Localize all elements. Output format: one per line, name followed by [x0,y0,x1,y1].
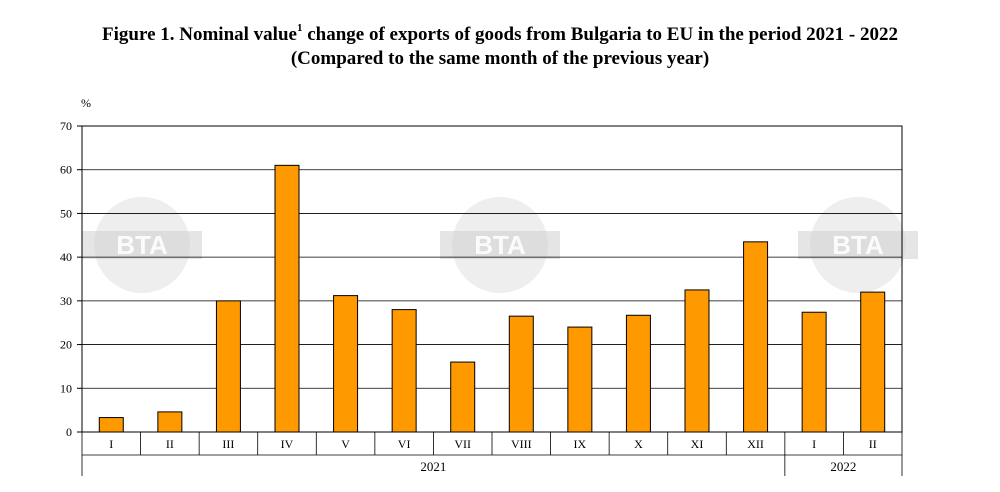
y-tick-label: 0 [66,425,72,439]
y-axis-label: % [81,96,91,110]
x-tick-label: VI [398,437,411,451]
chart-subtitle: (Compared to the same month of the previ… [290,48,710,69]
year-label: 2021 [420,459,446,474]
x-tick-label: VII [454,437,471,451]
x-tick-label: I [109,437,113,451]
x-tick-label: VIII [511,437,532,451]
watermark-band [440,231,560,259]
watermark-text: BTA [832,230,884,260]
y-tick-label: 30 [60,294,72,308]
bar-13 [801,311,827,433]
bar-12 [743,241,769,433]
bar-2 [157,411,183,433]
y-tick-label: 60 [60,163,72,177]
x-tick-label: V [341,437,350,451]
x-tick-label: IX [574,437,587,451]
x-tick-label: II [869,437,877,451]
bar-6 [391,309,417,433]
x-tick-label: XI [691,437,704,451]
bar-11 [684,289,710,433]
bar-7 [450,361,476,433]
chart-title-suffix: change of exports of goods from Bulgaria… [302,24,898,45]
bar-4 [274,164,300,433]
bar-14 [860,291,886,433]
x-tick-label: XII [747,437,764,451]
y-tick-label: 40 [60,250,72,264]
bar-8 [508,315,534,433]
chart-title-prefix: Figure 1. Nominal value [102,24,297,45]
x-tick-label: IV [281,437,294,451]
year-label: 2022 [830,459,856,474]
bar-9 [567,326,593,433]
y-tick-label: 50 [60,206,72,220]
chart-title: Figure 1. Nominal value1 change of expor… [0,21,1000,46]
bar-1 [98,417,124,433]
watermark-band [82,231,202,259]
x-tick-label: II [166,437,174,451]
x-tick-label: X [634,437,643,451]
x-tick-label: I [812,437,816,451]
watermark-text: BTA [116,230,168,260]
watermark-text: BTA [474,230,526,260]
bar-3 [215,300,241,433]
y-tick-label: 70 [60,119,72,133]
watermark-band [798,231,918,259]
y-tick-label: 20 [60,338,72,352]
chart-title-footnote: 1 [296,21,303,34]
x-tick-label: III [222,437,234,451]
y-tick-label: 10 [60,381,72,395]
bar-5 [333,295,359,433]
bar-10 [625,314,651,433]
